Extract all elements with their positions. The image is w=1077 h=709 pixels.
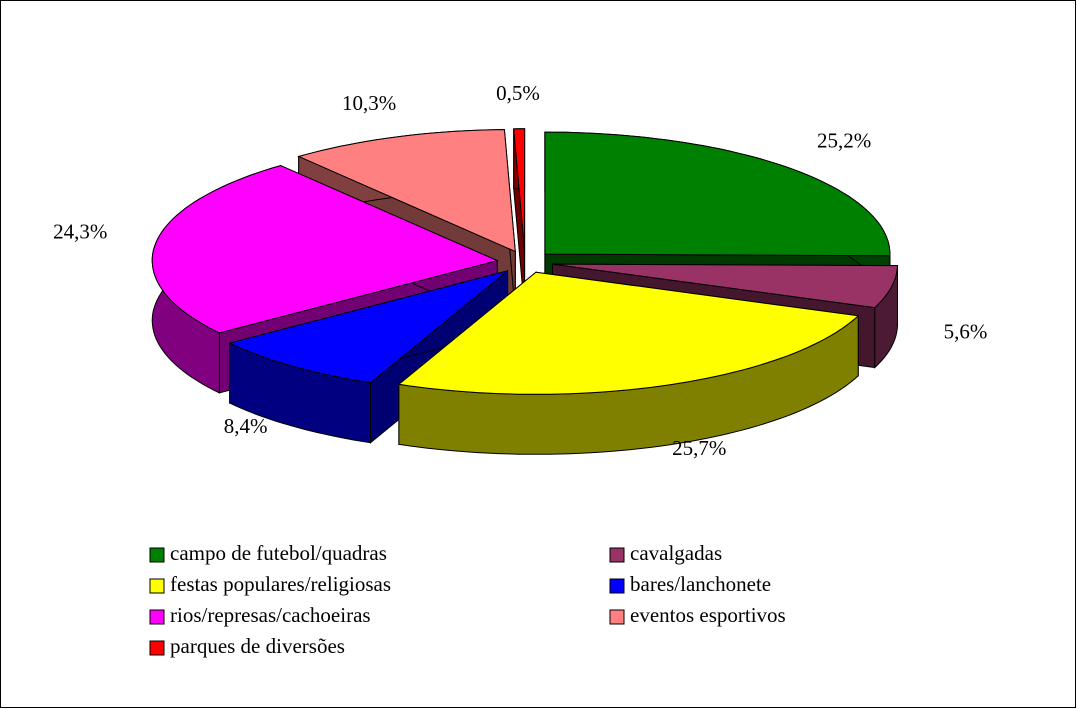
slice-top (228, 270, 508, 384)
legend-swatch (609, 609, 625, 625)
legend-label: rios/represas/cachoeiras (170, 603, 371, 627)
legend-swatch (149, 578, 165, 594)
slice-top (544, 131, 891, 257)
legend-label: campo de futebol/quadras (170, 541, 387, 565)
data-label: 5,6% (944, 320, 988, 344)
legend-label: festas populares/religiosas (170, 572, 391, 596)
data-label: 24,3% (53, 219, 107, 243)
slice-top (397, 271, 860, 395)
slice-top (151, 165, 499, 334)
slice-top (513, 128, 526, 251)
data-label: 0,5% (496, 81, 540, 105)
legend-swatch (149, 609, 165, 625)
legend-label: cavalgadas (630, 541, 722, 565)
pie-slice (397, 271, 860, 455)
legend-label: eventos esportivos (630, 603, 786, 627)
legend-swatch (149, 640, 165, 656)
data-label: 8,4% (224, 414, 268, 438)
data-label: 25,2% (817, 128, 871, 152)
data-label: 25,7% (672, 436, 726, 460)
legend-swatch (609, 547, 625, 563)
legend-label: parques de diversões (170, 634, 345, 658)
slice-top (552, 263, 899, 309)
legend-label: bares/lanchonete (630, 572, 771, 596)
data-label: 10,3% (342, 91, 396, 115)
slice-top (297, 129, 516, 253)
pie-slice (513, 128, 526, 311)
legend-swatch (149, 547, 165, 563)
legend-swatch (609, 578, 625, 594)
